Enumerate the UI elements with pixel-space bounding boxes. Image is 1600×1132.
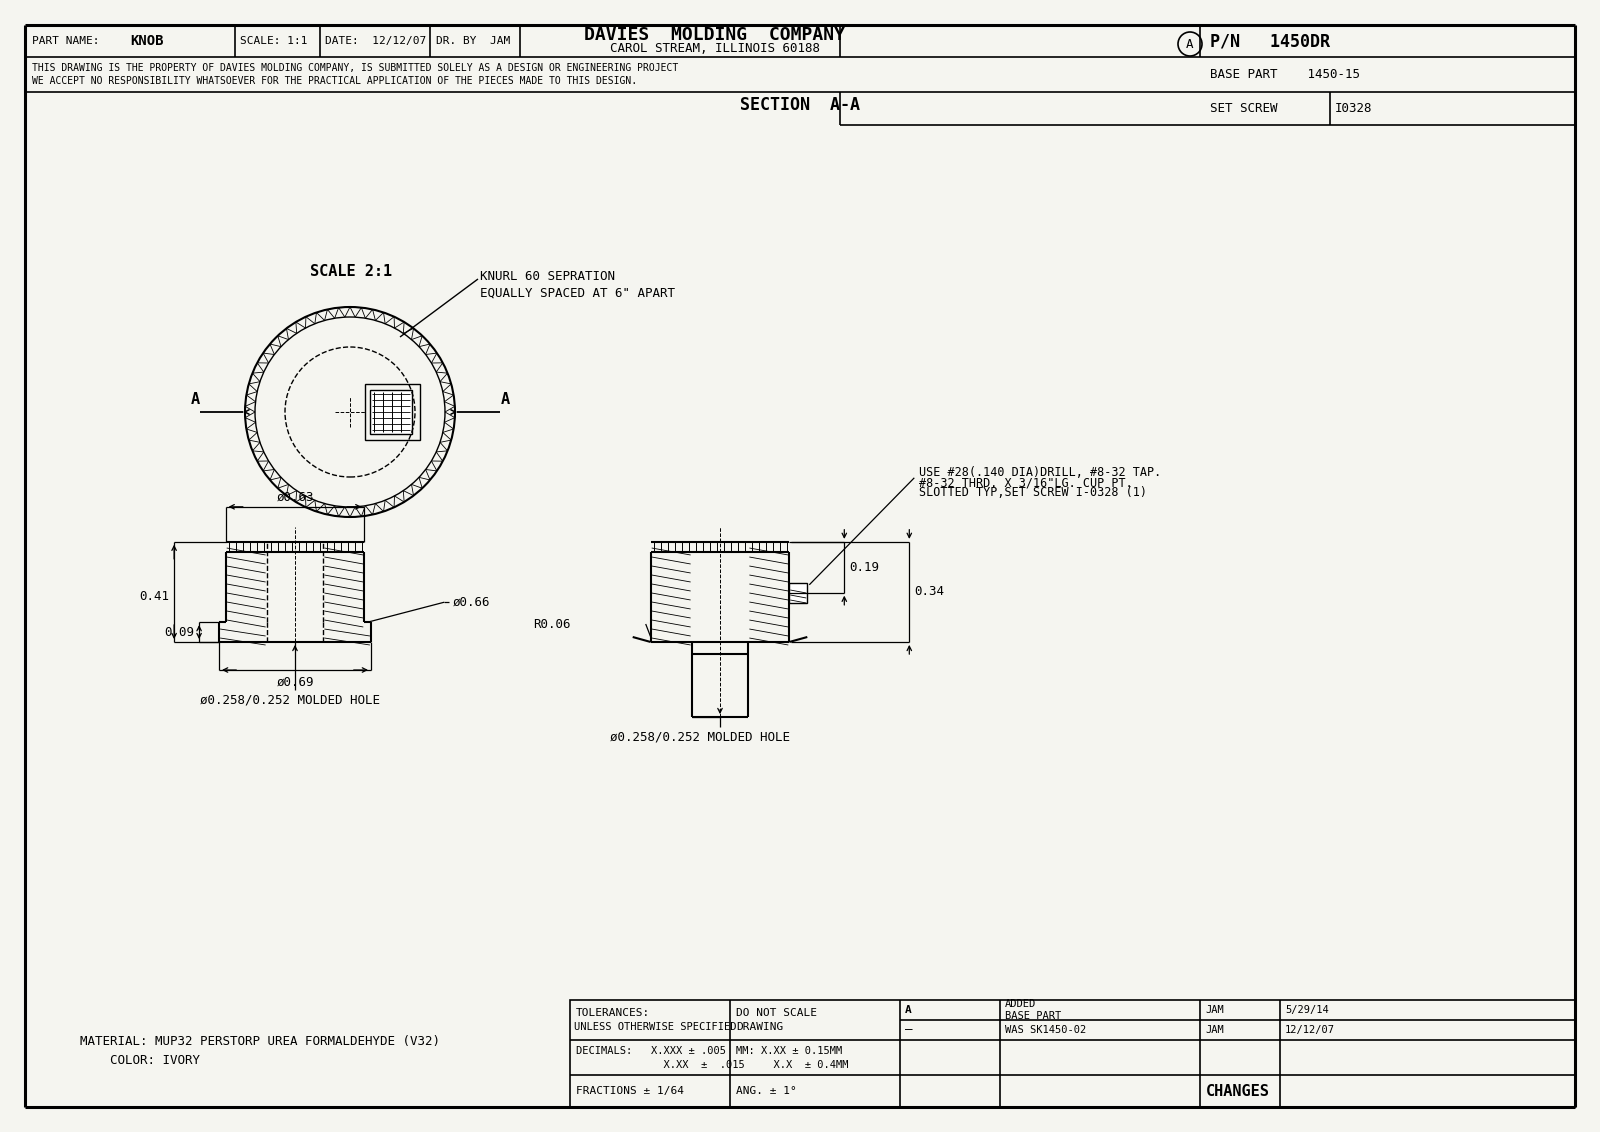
Text: ø0.69: ø0.69 bbox=[277, 676, 314, 688]
Text: 0.41: 0.41 bbox=[139, 591, 170, 603]
Text: A: A bbox=[190, 393, 200, 408]
Text: SLOTTED TYP,SET SCREW I-0328 (1): SLOTTED TYP,SET SCREW I-0328 (1) bbox=[920, 487, 1147, 499]
Text: COLOR: IVORY: COLOR: IVORY bbox=[80, 1054, 200, 1066]
Text: TOLERANCES:: TOLERANCES: bbox=[576, 1007, 650, 1018]
Text: PART NAME:: PART NAME: bbox=[32, 36, 99, 46]
Text: DR. BY  JAM: DR. BY JAM bbox=[435, 36, 510, 46]
Text: 0.09: 0.09 bbox=[165, 626, 194, 638]
Text: FRACTIONS ± 1/64: FRACTIONS ± 1/64 bbox=[576, 1086, 685, 1096]
Text: MATERIAL: MUP32 PERSTORP UREA FORMALDEHYDE (V32): MATERIAL: MUP32 PERSTORP UREA FORMALDEHY… bbox=[80, 1036, 440, 1048]
Text: ø0.258/0.252 MOLDED HOLE: ø0.258/0.252 MOLDED HOLE bbox=[610, 730, 790, 744]
Text: A: A bbox=[1186, 37, 1194, 51]
Text: 0.19: 0.19 bbox=[850, 560, 880, 574]
Text: CHANGES: CHANGES bbox=[1205, 1083, 1269, 1098]
Text: P/N   1450DR: P/N 1450DR bbox=[1210, 32, 1330, 50]
Text: THIS DRAWING IS THE PROPERTY OF DAVIES MOLDING COMPANY, IS SUBMITTED SOLELY AS A: THIS DRAWING IS THE PROPERTY OF DAVIES M… bbox=[32, 63, 678, 74]
Text: DAVIES  MOLDING  COMPANY: DAVIES MOLDING COMPANY bbox=[584, 26, 845, 44]
Text: SECTION  A-A: SECTION A-A bbox=[739, 96, 861, 114]
Text: A: A bbox=[906, 1005, 912, 1015]
Text: ø0.63: ø0.63 bbox=[277, 490, 314, 504]
Text: MM: X.XX ± 0.15MM: MM: X.XX ± 0.15MM bbox=[736, 1046, 842, 1055]
Text: WAS SK1450-02: WAS SK1450-02 bbox=[1005, 1024, 1086, 1035]
Text: ø0.66: ø0.66 bbox=[453, 595, 490, 609]
Text: CAROL STREAM, ILLINOIS 60188: CAROL STREAM, ILLINOIS 60188 bbox=[610, 43, 819, 55]
Text: SCALE 2:1: SCALE 2:1 bbox=[310, 265, 392, 280]
Text: ø0.258/0.252 MOLDED HOLE: ø0.258/0.252 MOLDED HOLE bbox=[200, 694, 381, 706]
Text: X.X  ± 0.4MM: X.X ± 0.4MM bbox=[736, 1060, 848, 1070]
Text: EQUALLY SPACED AT 6" APART: EQUALLY SPACED AT 6" APART bbox=[480, 286, 675, 300]
Text: KNOB: KNOB bbox=[130, 34, 163, 48]
Bar bbox=[789, 583, 808, 603]
Text: A: A bbox=[501, 393, 509, 408]
Text: DRAWING: DRAWING bbox=[736, 1022, 784, 1032]
Text: JAM: JAM bbox=[1205, 1024, 1224, 1035]
Text: DATE:  12/12/07: DATE: 12/12/07 bbox=[325, 36, 426, 46]
Text: KNURL 60 SEPRATION: KNURL 60 SEPRATION bbox=[480, 271, 614, 283]
Text: UNLESS OTHERWISE SPECIFIED: UNLESS OTHERWISE SPECIFIED bbox=[574, 1022, 736, 1032]
Text: JAM: JAM bbox=[1205, 1005, 1224, 1015]
Text: –: – bbox=[906, 1023, 912, 1037]
Bar bbox=[370, 391, 413, 434]
Text: WE ACCEPT NO RESPONSIBILITY WHATSOEVER FOR THE PRACTICAL APPLICATION OF THE PIEC: WE ACCEPT NO RESPONSIBILITY WHATSOEVER F… bbox=[32, 76, 637, 86]
Bar bbox=[365, 384, 419, 440]
Text: DECIMALS:   X.XXX ± .005: DECIMALS: X.XXX ± .005 bbox=[576, 1046, 726, 1055]
Text: #8-32 THRD. X 3/16"LG. CUP PT.: #8-32 THRD. X 3/16"LG. CUP PT. bbox=[920, 477, 1133, 489]
Text: I0328: I0328 bbox=[1334, 102, 1373, 115]
Text: 5/29/14: 5/29/14 bbox=[1285, 1005, 1328, 1015]
Text: X.XX  ±  .015: X.XX ± .015 bbox=[576, 1060, 744, 1070]
Text: BASE PART    1450-15: BASE PART 1450-15 bbox=[1210, 68, 1360, 82]
Text: BASE PART: BASE PART bbox=[1005, 1011, 1061, 1021]
Text: USE #28(.140 DIA)DRILL, #8-32 TAP.: USE #28(.140 DIA)DRILL, #8-32 TAP. bbox=[920, 466, 1162, 479]
Text: R0.06: R0.06 bbox=[533, 617, 571, 631]
Text: ANG. ± 1°: ANG. ± 1° bbox=[736, 1086, 797, 1096]
Text: ADDED: ADDED bbox=[1005, 1000, 1037, 1009]
Text: SET SCREW: SET SCREW bbox=[1210, 102, 1277, 115]
Text: SCALE: 1:1: SCALE: 1:1 bbox=[240, 36, 307, 46]
Text: DO NOT SCALE: DO NOT SCALE bbox=[736, 1007, 818, 1018]
Bar bbox=[570, 1000, 1574, 1107]
Text: 0.34: 0.34 bbox=[914, 585, 944, 599]
Text: 12/12/07: 12/12/07 bbox=[1285, 1024, 1334, 1035]
